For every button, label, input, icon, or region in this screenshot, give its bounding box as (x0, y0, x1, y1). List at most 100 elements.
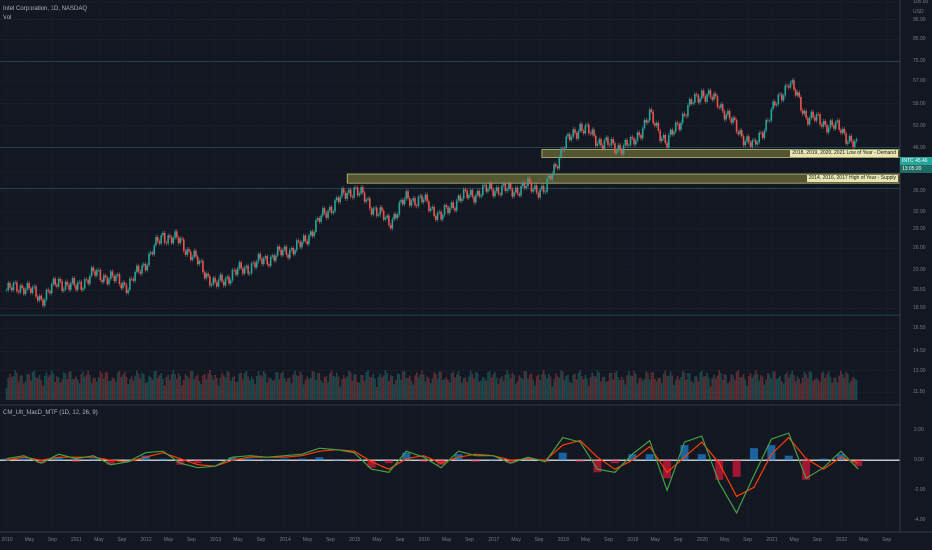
macd-histogram-bar (402, 452, 411, 461)
candle-body (351, 196, 354, 198)
candle-body (287, 254, 289, 259)
candle-body (581, 123, 583, 131)
candle-body (306, 241, 309, 245)
candle-body (593, 129, 595, 136)
volume-bar (699, 372, 701, 400)
volume-bar (581, 375, 583, 400)
volume-bar (796, 376, 799, 400)
volume-bar (741, 376, 743, 400)
volume-bar (487, 372, 489, 400)
volume-bar (63, 372, 65, 400)
volume-bar (501, 376, 503, 400)
volume-bar (200, 384, 202, 400)
candle-body (301, 242, 303, 248)
candle-body (650, 109, 653, 112)
volume-bar (476, 373, 479, 400)
volume-bar (349, 372, 352, 400)
candle-body (697, 95, 700, 103)
candle-body (549, 175, 552, 180)
volume-bar (794, 381, 797, 400)
candle-body (59, 278, 62, 282)
volume-bar (591, 372, 594, 400)
volume-bar (772, 371, 774, 400)
candle-body (294, 250, 296, 255)
volume-bar (803, 371, 806, 400)
candle-body (742, 136, 745, 146)
volume-bar (113, 378, 116, 400)
candle-body (403, 198, 406, 205)
volume-bar (125, 376, 128, 400)
volume-legend[interactable]: Vol (3, 15, 11, 21)
time-tick-label: May (859, 537, 869, 543)
candle-body (144, 263, 147, 271)
price-tick-label: 16.50 (913, 325, 926, 332)
volume-bar (650, 372, 653, 400)
volume-bar (555, 373, 557, 400)
volume-bar (99, 371, 102, 400)
candle-body (469, 190, 472, 195)
volume-bar (421, 370, 423, 400)
volume-bar (153, 371, 156, 400)
volume-bar (838, 375, 840, 400)
time-tick-label: 2020 (696, 537, 708, 543)
volume-bar (148, 375, 150, 400)
candle-body (511, 188, 514, 197)
candle-body (694, 94, 696, 103)
macd-histogram-bar (263, 460, 272, 461)
candle-body (669, 129, 672, 136)
volume-bar (335, 372, 338, 400)
candle-body (447, 206, 449, 214)
candle-body (523, 182, 526, 189)
volume-bar (214, 374, 216, 400)
volume-bar (455, 374, 458, 400)
candle-body (419, 195, 422, 197)
candle-body (440, 211, 442, 220)
indicator-legend[interactable]: CM_Ult_MacD_MTF (1D, 12, 26, 9) (3, 410, 98, 416)
symbol-legend[interactable]: Intel Corporation, 1D, NASDAQ (3, 6, 87, 12)
candle-body (553, 164, 555, 174)
volume-bar (134, 375, 136, 400)
candle-body (457, 195, 460, 201)
volume-bar (395, 380, 397, 400)
volume-bar (643, 378, 646, 400)
candle-body (170, 237, 173, 244)
volume-bar (695, 376, 698, 400)
candle-body (66, 281, 69, 285)
candle-body (268, 264, 270, 266)
volume-bar (143, 374, 145, 400)
candle-body (238, 262, 241, 269)
volume-bar (734, 379, 736, 400)
candle-body (428, 201, 430, 211)
candle-body (372, 208, 375, 215)
candle-body (363, 192, 366, 202)
time-tick-label: Sep (882, 537, 892, 543)
volume-bar (622, 379, 625, 400)
volume-bar (706, 372, 708, 400)
volume-bar (323, 376, 326, 400)
volume-bar (737, 370, 740, 400)
candle-body (174, 231, 176, 238)
candle-body (362, 187, 364, 193)
candle-body (424, 194, 427, 200)
time-tick-label: May (372, 537, 382, 543)
candle-body (407, 191, 409, 199)
time-tick-label: May (233, 537, 243, 543)
currency-label: USD (913, 9, 924, 15)
candle-body (90, 267, 93, 276)
candle-body (833, 125, 835, 129)
volume-bar (610, 372, 613, 400)
candle-body (115, 275, 117, 282)
candle-body (395, 213, 397, 219)
macd-tick-label: -4.00 (914, 517, 926, 524)
current-price-badge[interactable]: INTC 45.46 (900, 157, 932, 165)
candle-body (716, 96, 719, 108)
volume-bar (9, 373, 11, 400)
volume-bar (87, 370, 89, 400)
volume-bar (403, 370, 406, 400)
candle-body (442, 214, 444, 220)
candle-body (497, 187, 500, 194)
volume-bar (146, 381, 149, 400)
volume-bar (483, 378, 486, 400)
volume-bar (368, 376, 371, 400)
